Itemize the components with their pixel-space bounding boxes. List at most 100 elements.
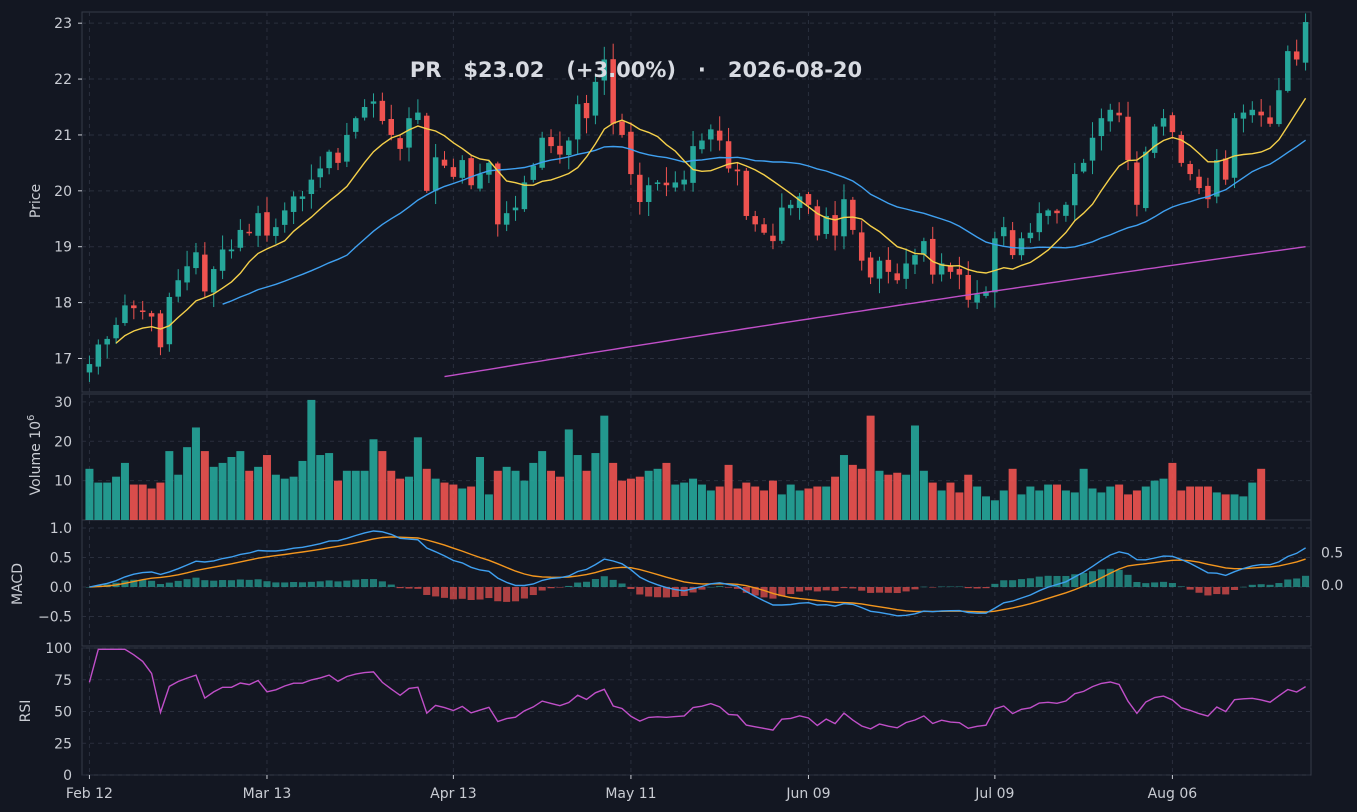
macd-histogram-bar <box>725 587 733 588</box>
candle-body <box>299 196 306 199</box>
volume-bar <box>618 480 627 520</box>
candle-body <box>1178 134 1185 163</box>
volume-bar <box>271 474 280 520</box>
macd-histogram-bar <box>307 581 315 587</box>
macd-histogram-bar <box>165 582 173 587</box>
volume-bar <box>333 480 342 520</box>
volume-bar <box>1239 496 1248 520</box>
volume-bar <box>387 470 396 520</box>
macd-histogram-bar <box>1159 581 1168 587</box>
candle-body <box>468 158 474 186</box>
macd-histogram-bar <box>1053 575 1061 587</box>
price-tick-label: 20 <box>54 184 72 200</box>
volume-bar <box>990 500 999 520</box>
x-tick-label: Aug 06 <box>1148 786 1198 802</box>
volume-bar <box>662 462 671 520</box>
candle-body <box>1169 115 1176 133</box>
volume-bar <box>1017 494 1026 520</box>
candle-body <box>1258 111 1264 116</box>
candle-body <box>690 146 696 183</box>
macd-histogram-bar <box>804 587 813 591</box>
candle-body <box>1222 158 1229 180</box>
candle-body <box>938 263 945 275</box>
volume-bar <box>955 492 964 520</box>
candle-body <box>645 185 652 202</box>
macd-histogram-bar <box>964 587 972 589</box>
macd-histogram-bar <box>556 587 564 588</box>
candle-body <box>592 81 599 116</box>
macd-histogram-bar <box>946 586 955 588</box>
candle-body <box>814 206 821 236</box>
candle-body <box>672 182 679 188</box>
macd-histogram-bar <box>1186 587 1194 590</box>
volume-bar <box>1212 492 1221 520</box>
volume-bar <box>1186 486 1195 520</box>
macd-histogram-bar <box>1142 583 1150 587</box>
price-tick-label: 22 <box>54 72 72 88</box>
volume-bar <box>1106 486 1115 520</box>
candle-body <box>858 232 865 261</box>
candle-body <box>1293 51 1300 60</box>
macd-histogram-bar <box>1009 580 1017 587</box>
macd-histogram-bar <box>591 579 599 587</box>
volume-bar <box>1088 488 1097 520</box>
volume-bar <box>1257 468 1266 520</box>
macd-histogram-bar <box>440 587 449 598</box>
moving-average-mid <box>222 139 1307 305</box>
volume-bar <box>262 455 271 520</box>
volume-bar <box>653 468 662 520</box>
candle-body <box>1134 162 1140 205</box>
candle-body <box>246 231 252 234</box>
volume-bar <box>706 490 715 520</box>
candle-body <box>983 291 989 296</box>
candle-body <box>1276 90 1282 125</box>
macd-histogram-bar <box>645 587 653 597</box>
candle-body <box>255 213 261 236</box>
candle-body <box>157 313 164 348</box>
volume-bar <box>1035 490 1044 520</box>
volume-bar <box>351 470 360 520</box>
volume-bar <box>280 478 289 520</box>
macd-histogram-bar <box>1275 583 1283 587</box>
macd-histogram-bar <box>884 587 892 593</box>
volume-bar <box>866 415 875 520</box>
macd-histogram-bar <box>1177 586 1185 587</box>
macd-histogram-bar <box>449 587 457 600</box>
macd-histogram-bar <box>1000 580 1008 587</box>
candle-body <box>352 118 359 132</box>
candle-body <box>1000 227 1007 237</box>
macd-histogram-bar <box>955 586 963 588</box>
macd-tick-label: −0.5 <box>38 610 72 626</box>
macd-histogram-bar <box>1293 578 1301 587</box>
volume-bar <box>1097 492 1106 520</box>
volume-bar <box>307 399 316 520</box>
volume-bar <box>112 476 121 520</box>
volume-bar <box>129 484 138 520</box>
macd-histogram-bar <box>290 582 298 587</box>
candle-body <box>557 145 563 155</box>
volume-bar <box>697 484 706 520</box>
volume-bar <box>1008 468 1017 520</box>
volume-bar <box>884 474 893 520</box>
macd-histogram-bar <box>778 587 786 597</box>
macd-histogram-bar <box>627 587 635 589</box>
x-tick-label: Feb 12 <box>66 786 113 802</box>
volume-bar <box>626 478 635 520</box>
candle-body <box>379 100 386 121</box>
candle-body <box>308 179 315 195</box>
volume-bar <box>582 470 591 520</box>
macd-tick-label: 1.0 <box>50 521 72 537</box>
title-separator: · <box>698 58 706 82</box>
rsi-tick-label: 0 <box>63 768 72 784</box>
candle-body <box>1045 210 1051 216</box>
candle-body <box>104 338 110 345</box>
macd-histogram-bar <box>361 579 369 587</box>
volume-bar <box>760 490 769 520</box>
volume-bar <box>422 468 431 520</box>
macd-histogram-bar <box>1133 582 1141 587</box>
candle-body <box>122 305 128 324</box>
volume-bar <box>245 470 254 520</box>
candle-body <box>601 59 608 81</box>
macd-histogram-bar <box>858 587 866 591</box>
volume-bar <box>254 466 263 520</box>
